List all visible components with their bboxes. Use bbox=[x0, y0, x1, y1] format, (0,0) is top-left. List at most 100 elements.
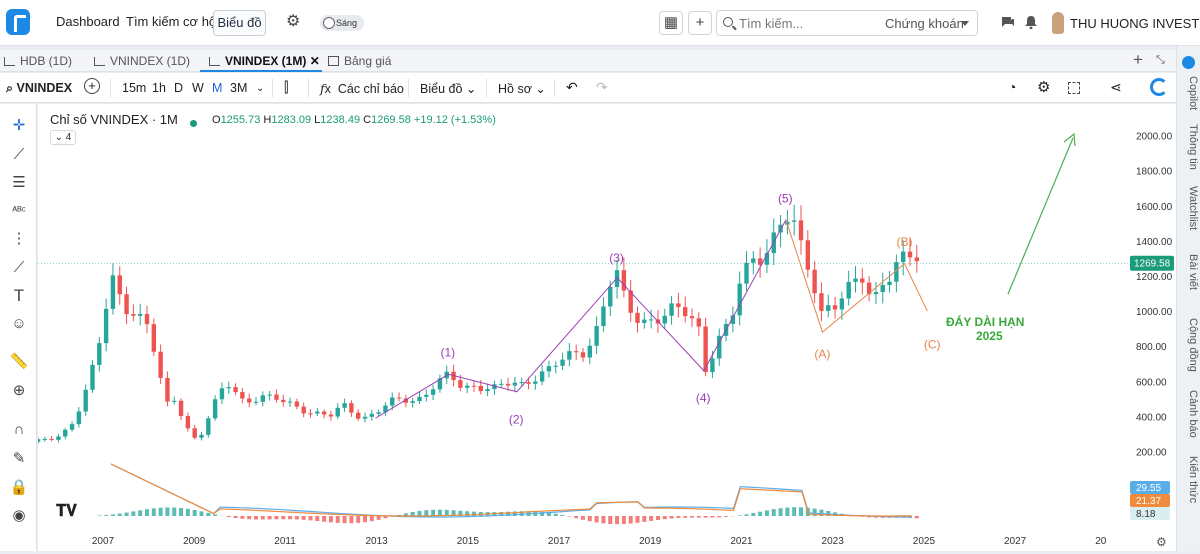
indicators-button[interactable]: fx Các chỉ báo bbox=[320, 81, 404, 96]
layout-grid-icon[interactable]: ▦ bbox=[659, 11, 683, 35]
interval-m[interactable]: M bbox=[212, 81, 222, 95]
right-tab-info[interactable]: Thông tin bbox=[1179, 124, 1199, 170]
candle-body bbox=[240, 392, 244, 398]
candle-body bbox=[690, 316, 694, 318]
nav-opportunity-search[interactable]: Tìm kiếm cơ hội bbox=[126, 14, 219, 29]
chart-settings-icon[interactable]: ⚙ bbox=[1037, 78, 1050, 96]
avatar[interactable] bbox=[1052, 12, 1064, 34]
candle-body bbox=[547, 366, 551, 371]
user-name[interactable]: THU HUONG INVEST bbox=[1070, 16, 1199, 31]
macd-histogram-bar bbox=[656, 516, 660, 520]
bell-icon[interactable] bbox=[1024, 15, 1038, 29]
theme-toggle[interactable]: Sáng bbox=[320, 15, 364, 31]
fullscreen-icon[interactable] bbox=[1068, 82, 1080, 94]
fibonacci-icon[interactable]: ⋮ bbox=[9, 229, 29, 249]
right-tab-posts[interactable]: Bài viết bbox=[1179, 254, 1199, 290]
search-scope-select[interactable]: Chứng khoán bbox=[885, 16, 964, 31]
macd-histogram-bar bbox=[125, 513, 129, 516]
macd-histogram-bar bbox=[785, 508, 789, 516]
candle-body bbox=[83, 390, 87, 412]
candle-body bbox=[213, 399, 217, 418]
right-tab-community[interactable]: Cộng đồng bbox=[1179, 318, 1199, 372]
chat-icon[interactable] bbox=[1001, 15, 1015, 29]
tab-vnindex-1m[interactable]: VNINDEX (1M) ✕ bbox=[209, 54, 320, 68]
price-chart[interactable]: 200.00400.00600.00800.001000.001200.0014… bbox=[38, 104, 1176, 551]
candle-body bbox=[697, 318, 701, 326]
eye-icon[interactable]: ◉ bbox=[9, 506, 29, 526]
macd-value-label: 21.37 bbox=[1136, 496, 1161, 507]
trendline-icon[interactable]: ⟋ bbox=[9, 145, 29, 165]
nav-dashboard[interactable]: Dashboard bbox=[56, 14, 120, 29]
candle-body bbox=[799, 220, 803, 240]
profile-label: Hồ sơ bbox=[498, 82, 532, 96]
compare-add-icon[interactable]: + bbox=[84, 78, 100, 94]
search-placeholder: Tìm kiếm... bbox=[739, 16, 803, 31]
tab-hdb-1d[interactable]: HDB (1D) bbox=[4, 54, 72, 68]
macd-histogram-bar bbox=[554, 514, 558, 516]
chevron-down-icon[interactable]: ⌄ bbox=[256, 83, 264, 94]
right-tab-watchlist[interactable]: Watchlist bbox=[1179, 186, 1199, 230]
candle-body bbox=[819, 293, 823, 311]
candle-body bbox=[635, 313, 639, 323]
fx-icon: f bbox=[320, 81, 325, 96]
candle-body bbox=[431, 389, 435, 394]
x-tick-label: 2009 bbox=[183, 536, 206, 547]
redo-icon[interactable]: ↷ bbox=[596, 79, 608, 96]
collapse-icon[interactable]: ⤡ bbox=[1156, 54, 1165, 67]
text-icon[interactable]: T bbox=[9, 286, 29, 306]
add-icon[interactable]: + bbox=[688, 11, 712, 35]
chart-nav-button[interactable]: Biểu đồ bbox=[213, 10, 266, 36]
indicator-collapse-button[interactable]: ⌄ 4 bbox=[50, 130, 76, 145]
right-tab-alerts[interactable]: Cảnh báo bbox=[1179, 390, 1199, 438]
profile-select[interactable]: Hồ sơ ⌄ bbox=[498, 81, 546, 96]
magnet-icon[interactable]: ∩ bbox=[9, 420, 29, 440]
candle-body bbox=[826, 305, 830, 311]
interval-w[interactable]: W bbox=[192, 81, 204, 95]
candle-body bbox=[165, 378, 169, 402]
close-icon[interactable]: ✕ bbox=[310, 54, 320, 68]
candle-type-icon[interactable]: ⫿ bbox=[284, 79, 288, 96]
interval-1h[interactable]: 1h bbox=[152, 81, 166, 95]
pencil-lock-icon[interactable]: ✎ bbox=[9, 449, 29, 469]
candle-body bbox=[642, 320, 646, 323]
tab-price-board[interactable]: Bảng giá bbox=[328, 54, 391, 68]
right-tab-copilot[interactable]: Copilot bbox=[1179, 76, 1199, 110]
brand-icon[interactable] bbox=[1150, 78, 1168, 96]
candle-body bbox=[485, 389, 489, 391]
undo-icon[interactable]: ↶ bbox=[566, 79, 578, 96]
settings-gear-icon[interactable]: ⚙ bbox=[286, 14, 302, 30]
right-panel: Copilot Thông tin Watchlist Bài viết Cộn… bbox=[1176, 46, 1200, 551]
macd-histogram-bar bbox=[745, 514, 749, 516]
horizontal-lines-icon[interactable]: ☰ bbox=[9, 173, 29, 193]
brush-icon[interactable]: ⟋ bbox=[9, 258, 29, 278]
interval-3m[interactable]: 3M bbox=[230, 81, 247, 95]
search-input[interactable]: Tìm kiếm... Chứng khoán bbox=[716, 10, 978, 36]
chart-template-select[interactable]: Biểu đồ ⌄ bbox=[420, 81, 476, 96]
tradingview-logo: 𝐓𝐕 bbox=[56, 503, 77, 520]
candle-body bbox=[710, 359, 714, 373]
crosshair-icon[interactable]: ✛ bbox=[9, 116, 29, 136]
pattern-icon[interactable]: ᴬᴮᶜ bbox=[9, 201, 29, 221]
emoji-icon[interactable]: ☺ bbox=[9, 314, 29, 334]
lock-icon[interactable]: 🔒 bbox=[9, 478, 29, 498]
tab-vnindex-1d[interactable]: VNINDEX (1D) bbox=[94, 54, 190, 68]
forecast-arrowhead bbox=[1064, 134, 1075, 146]
chart-icon bbox=[4, 57, 15, 66]
macd-histogram-bar bbox=[663, 516, 667, 519]
interval-15m[interactable]: 15m bbox=[122, 81, 146, 95]
interval-d[interactable]: D bbox=[174, 81, 183, 95]
ruler-icon[interactable]: 📏 bbox=[9, 352, 29, 372]
app-logo[interactable] bbox=[6, 9, 30, 35]
macd-histogram-bar bbox=[111, 514, 115, 516]
change-value: +19.12 (+1.53%) bbox=[414, 114, 496, 126]
zoom-in-icon[interactable]: ⊕ bbox=[9, 381, 29, 401]
candle-body bbox=[472, 386, 476, 387]
replay-icon[interactable]: ◔ bbox=[1008, 79, 1016, 95]
share-icon[interactable]: ⋖ bbox=[1110, 79, 1122, 96]
copilot-icon[interactable] bbox=[1182, 56, 1195, 69]
candle-body bbox=[247, 399, 251, 403]
add-tab-icon[interactable]: + bbox=[1133, 50, 1143, 70]
symbol-search[interactable]: ⌕ VNINDEX bbox=[6, 81, 72, 96]
right-tab-knowledge[interactable]: Kiến thức bbox=[1179, 456, 1199, 503]
